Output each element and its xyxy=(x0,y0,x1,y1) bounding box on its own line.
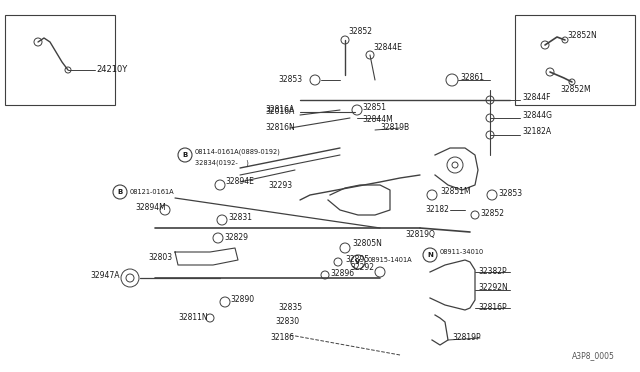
Text: 32292: 32292 xyxy=(350,263,374,273)
Text: 32811N: 32811N xyxy=(178,314,207,323)
Text: 32890: 32890 xyxy=(230,295,254,305)
Text: 32844F: 32844F xyxy=(522,93,550,103)
Text: 32844M: 32844M xyxy=(362,115,393,125)
Text: 32829: 32829 xyxy=(224,234,248,243)
Text: 32016A: 32016A xyxy=(265,108,294,116)
Text: 32852: 32852 xyxy=(480,208,504,218)
Text: N: N xyxy=(427,252,433,258)
Circle shape xyxy=(423,248,437,262)
Text: 32382P: 32382P xyxy=(478,267,507,276)
Text: B: B xyxy=(117,189,123,195)
Text: 32182: 32182 xyxy=(425,205,449,215)
Text: 32292N: 32292N xyxy=(478,283,508,292)
Text: 32819B: 32819B xyxy=(380,124,409,132)
Text: 08911-34010: 08911-34010 xyxy=(440,249,484,255)
Text: 32293: 32293 xyxy=(268,180,292,189)
Bar xyxy=(5,15,115,105)
Text: 32835: 32835 xyxy=(278,304,302,312)
Text: 32894E: 32894E xyxy=(225,177,254,186)
Text: B: B xyxy=(182,152,188,158)
Circle shape xyxy=(113,185,127,199)
Text: 32819P: 32819P xyxy=(452,334,481,343)
Text: 32894M: 32894M xyxy=(135,202,166,212)
Bar xyxy=(515,15,635,105)
Text: 32805N: 32805N xyxy=(352,240,382,248)
Text: 32819Q: 32819Q xyxy=(405,231,435,240)
Text: 32852: 32852 xyxy=(348,28,372,36)
Text: 32853: 32853 xyxy=(278,76,302,84)
Text: 32834(0192-    ): 32834(0192- ) xyxy=(195,160,249,166)
Text: 32851M: 32851M xyxy=(440,187,470,196)
Text: 32895: 32895 xyxy=(345,256,369,264)
Circle shape xyxy=(178,148,192,162)
Text: 32816A: 32816A xyxy=(265,106,294,115)
Text: 32861: 32861 xyxy=(460,74,484,83)
Text: A3P8_0005: A3P8_0005 xyxy=(572,351,615,360)
Text: 32852M: 32852M xyxy=(560,86,591,94)
Text: 32182A: 32182A xyxy=(522,128,551,137)
Text: V: V xyxy=(355,259,361,265)
Text: 08114-0161A(0889-0192): 08114-0161A(0889-0192) xyxy=(195,149,281,155)
Circle shape xyxy=(351,255,365,269)
Text: 32816N: 32816N xyxy=(265,122,295,131)
Text: 08915-1401A: 08915-1401A xyxy=(368,257,413,263)
Text: 08121-0161A: 08121-0161A xyxy=(130,189,175,195)
Text: 24210Y: 24210Y xyxy=(96,65,127,74)
Text: 32831: 32831 xyxy=(228,214,252,222)
Text: 32844E: 32844E xyxy=(373,44,402,52)
Text: 32851: 32851 xyxy=(362,103,386,112)
Text: 32852N: 32852N xyxy=(567,31,596,39)
Text: 32896: 32896 xyxy=(330,269,354,278)
Text: 32830: 32830 xyxy=(275,317,299,327)
Text: 32947A: 32947A xyxy=(90,272,120,280)
Text: 32803: 32803 xyxy=(148,253,172,263)
Text: 32816P: 32816P xyxy=(478,304,507,312)
Text: 32853: 32853 xyxy=(498,189,522,198)
Text: 32186: 32186 xyxy=(270,334,294,343)
Text: 32844G: 32844G xyxy=(522,110,552,119)
